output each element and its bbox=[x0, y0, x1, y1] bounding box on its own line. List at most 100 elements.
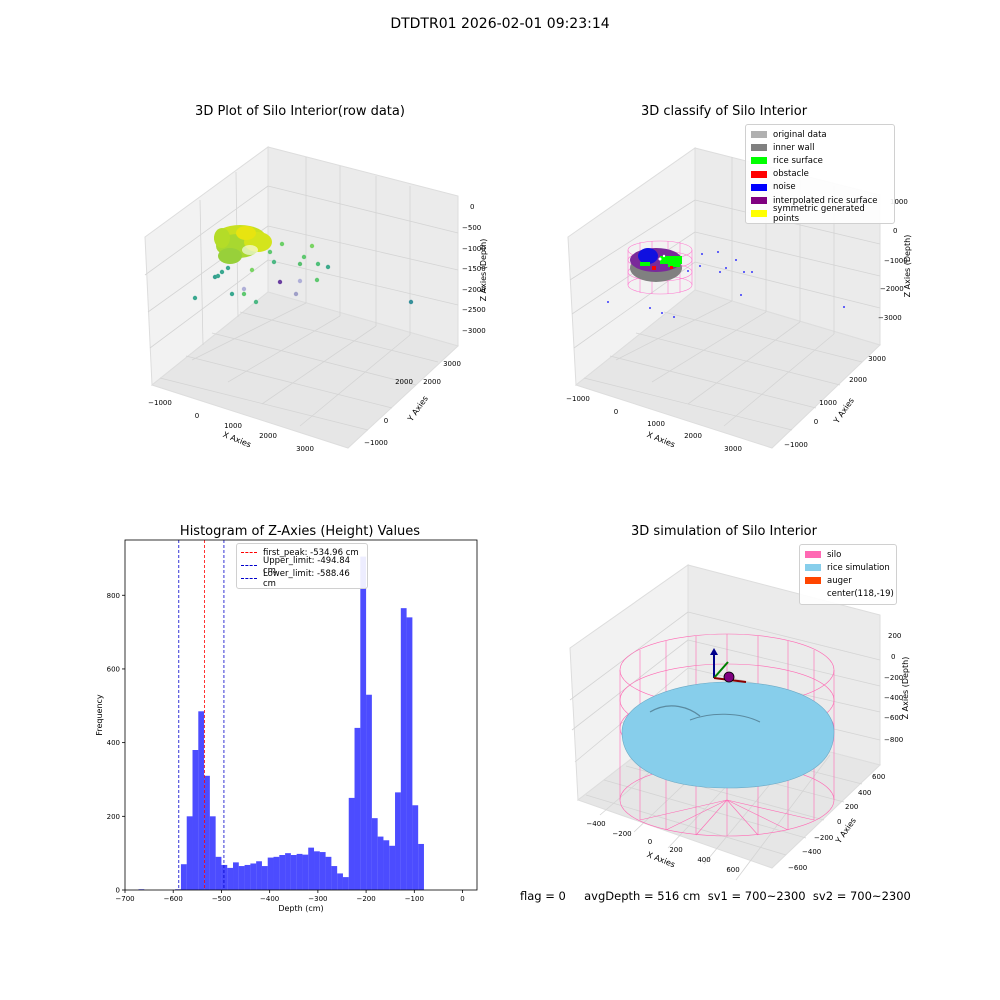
legend-line bbox=[241, 552, 257, 554]
legend-swatch bbox=[751, 210, 767, 218]
legend-label: rice surface bbox=[773, 155, 823, 166]
histogram-bar bbox=[354, 727, 361, 890]
sim-ytick: 200 bbox=[845, 803, 858, 811]
histogram-bar bbox=[267, 857, 274, 890]
histogram-ytick-label: 400 bbox=[107, 739, 120, 747]
histogram-bar bbox=[308, 847, 315, 890]
classify-ytick: 3000 bbox=[868, 355, 886, 363]
raw-zlabel: Z Axies (Depth) bbox=[479, 239, 488, 302]
classify-ztick: 1000 bbox=[890, 198, 908, 206]
histogram-bar bbox=[371, 818, 378, 890]
classify-ztick: 0 bbox=[893, 227, 897, 235]
classify-ytick: 1000 bbox=[819, 399, 837, 407]
sim-ztick: 0 bbox=[891, 653, 895, 661]
legend-line bbox=[241, 565, 257, 567]
histogram-bar bbox=[296, 853, 303, 890]
legend-entry: auger bbox=[805, 574, 891, 587]
legend-line bbox=[241, 578, 257, 580]
legend-swatch bbox=[751, 144, 767, 152]
raw-ylabel: Y Axies bbox=[405, 394, 430, 424]
simulation-plot-title: 3D simulation of Silo Interior bbox=[631, 524, 817, 539]
histogram-bar bbox=[331, 866, 338, 890]
legend-entry: center(118,-19) bbox=[805, 588, 894, 601]
histogram-bar bbox=[273, 856, 280, 890]
histogram-bar bbox=[227, 867, 234, 890]
classify-plot-title: 3D classify of Silo Interior bbox=[640, 104, 808, 119]
raw-ztick: −1500 bbox=[462, 265, 486, 273]
raw-ytick: 0 bbox=[384, 417, 388, 425]
classify-xtick: −1000 bbox=[566, 395, 590, 403]
histogram-xtick-label: −500 bbox=[212, 895, 231, 903]
legend-swatch bbox=[805, 564, 821, 572]
histogram-bar bbox=[233, 862, 239, 890]
histogram-bar bbox=[400, 608, 407, 890]
legend-swatch bbox=[805, 577, 821, 585]
sim-ytick: −400 bbox=[802, 848, 821, 856]
raw-ztick: 0 bbox=[470, 203, 474, 211]
raw-ytick: 2000 bbox=[395, 378, 413, 386]
histogram-xtick-label: 0 bbox=[460, 895, 464, 903]
histogram-chart: −700 −600 −500 −400 −300 −200 −100 0 0 200 400 600… bbox=[95, 539, 478, 913]
histogram-bar bbox=[348, 797, 355, 890]
legend-label: rice simulation bbox=[827, 562, 890, 573]
histogram-bar bbox=[389, 845, 396, 890]
legend-swatch bbox=[751, 131, 767, 139]
legend-label: obstacle bbox=[773, 169, 809, 180]
raw-xtick: 2000 bbox=[259, 432, 277, 440]
legend-label: Upper_limit: -494.84 cm bbox=[263, 555, 351, 576]
legend-label: symmetric generated points bbox=[773, 203, 865, 224]
sim-xtick: 400 bbox=[697, 856, 710, 864]
histogram-bar bbox=[215, 856, 222, 890]
histogram-bar bbox=[250, 863, 257, 890]
classify-ytick: 0 bbox=[814, 418, 818, 426]
legend-entry: Upper_limit: -494.84 cm bbox=[241, 556, 363, 576]
histogram-ytick-label: 200 bbox=[107, 813, 120, 821]
histogram-bar bbox=[180, 864, 187, 890]
legend-entry: Lower_limit: -588.46 cm bbox=[241, 569, 363, 589]
raw-ztick: −2000 bbox=[462, 286, 486, 294]
sim-ytick: 600 bbox=[872, 773, 885, 781]
histogram-xtick-label: −600 bbox=[164, 895, 183, 903]
histogram-ytick-label: 800 bbox=[107, 592, 120, 600]
histogram-bar bbox=[290, 855, 297, 890]
histogram-bar bbox=[279, 855, 286, 890]
histogram-bar bbox=[360, 556, 367, 890]
histogram-bar bbox=[256, 861, 262, 890]
histogram-frame bbox=[124, 539, 478, 891]
histogram-ylabel: Frequency bbox=[95, 694, 104, 736]
sim-ytick: −600 bbox=[788, 864, 807, 872]
classify-xlabel: X Axies bbox=[646, 430, 677, 449]
sim-xtick: 600 bbox=[726, 866, 739, 874]
classify-xtick: 0 bbox=[614, 408, 618, 416]
legend-entry: noise bbox=[751, 181, 889, 194]
raw-ztick: −500 bbox=[462, 224, 481, 232]
legend-entry: inner wall bbox=[751, 141, 889, 154]
sim-ztick: 200 bbox=[888, 632, 901, 640]
sim-ytick: −200 bbox=[814, 834, 833, 842]
legend-entry: rice surface bbox=[751, 154, 889, 167]
histogram-bar bbox=[314, 851, 320, 890]
raw-3d-plot: −1000 0 1000 2000 3000 −1000 0 2000 3000… bbox=[144, 146, 488, 453]
raw-xtick: 0 bbox=[195, 412, 199, 420]
classify-ytick: −1000 bbox=[784, 441, 808, 449]
legend-label: noise bbox=[773, 182, 796, 193]
histogram-bar bbox=[337, 873, 343, 890]
raw-ytick: 3000 bbox=[443, 360, 461, 368]
legend-label: inner wall bbox=[773, 142, 815, 153]
histogram-legend: first_peak: -534.96 cm Upper_limit: -494… bbox=[236, 543, 368, 589]
histogram-bar bbox=[186, 816, 193, 890]
raw-ztick: −3000 bbox=[462, 327, 486, 335]
classify-xtick: 1000 bbox=[647, 420, 665, 428]
sim-ztick: −800 bbox=[884, 736, 903, 744]
histogram-ytick-label: 0 bbox=[116, 887, 120, 895]
legend-label: auger bbox=[827, 575, 852, 586]
classify-ztick: −1000 bbox=[884, 257, 908, 265]
histogram-bar bbox=[319, 852, 326, 890]
sim-ztick: −400 bbox=[884, 694, 903, 702]
histogram-bar bbox=[198, 711, 205, 890]
histogram-bar bbox=[204, 775, 210, 890]
raw-plot-title: 3D Plot of Silo Interior(row data) bbox=[195, 104, 405, 119]
sim-xtick: −200 bbox=[612, 830, 631, 838]
classify-legend: original data inner wall rice surface ob… bbox=[745, 124, 895, 225]
legend-entry: obstacle bbox=[751, 168, 889, 181]
